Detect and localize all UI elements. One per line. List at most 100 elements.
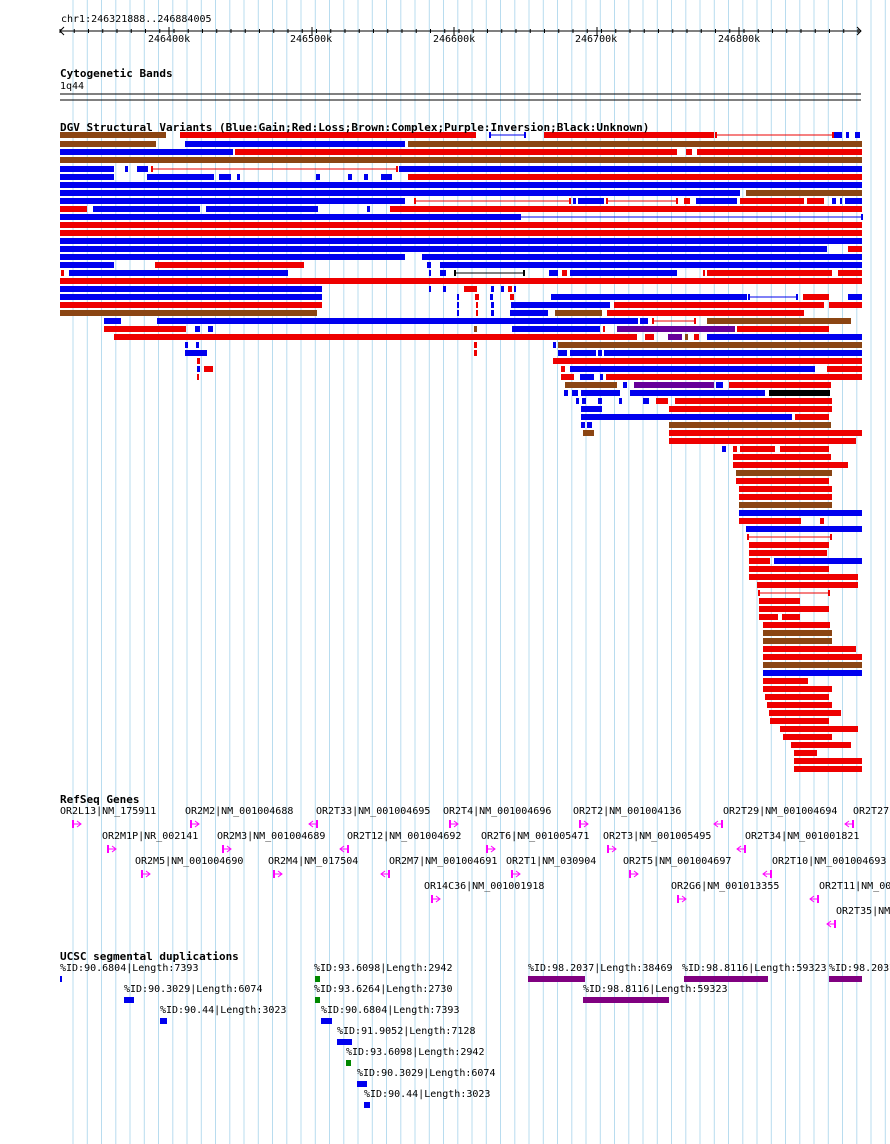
dgv-variant-bar[interactable]	[733, 446, 737, 452]
segdup-bar[interactable]	[346, 1060, 351, 1066]
dgv-variant-bar[interactable]	[607, 310, 804, 316]
segdup-bar[interactable]	[829, 976, 862, 982]
dgv-variant-span[interactable]	[715, 132, 834, 138]
dgv-variant-bar[interactable]	[846, 132, 849, 138]
dgv-variant-bar[interactable]	[838, 270, 862, 276]
segdup-label[interactable]: %ID:90.44|Length:3023	[160, 1005, 287, 1016]
segdup-bar[interactable]	[528, 976, 585, 982]
refseq-gene-mark[interactable]	[107, 845, 117, 853]
dgv-variant-bar[interactable]	[185, 141, 405, 147]
dgv-variant-bar[interactable]	[780, 726, 858, 732]
dgv-variant-bar[interactable]	[137, 166, 148, 172]
dgv-variant-bar[interactable]	[578, 198, 604, 204]
dgv-variant-bar[interactable]	[512, 326, 600, 332]
dgv-variant-bar[interactable]	[155, 262, 304, 268]
dgv-variant-bar[interactable]	[157, 318, 638, 324]
dgv-variant-bar[interactable]	[598, 350, 602, 356]
dgv-variant-bar[interactable]	[476, 310, 478, 316]
dgv-variant-bar[interactable]	[60, 286, 322, 292]
refseq-gene-mark[interactable]	[273, 870, 283, 878]
dgv-variant-bar[interactable]	[464, 286, 477, 292]
refseq-gene-mark[interactable]	[629, 870, 639, 878]
dgv-variant-bar[interactable]	[736, 478, 829, 484]
dgv-variant-bar[interactable]	[544, 132, 714, 138]
refseq-gene-label[interactable]: OR2M4|NM_017504	[268, 856, 359, 867]
segdup-label[interactable]: %ID:90.3029|Length:6074	[124, 984, 263, 995]
dgv-variant-bar[interactable]	[749, 566, 829, 572]
dgv-variant-bar[interactable]	[60, 230, 862, 236]
dgv-variant-bar[interactable]	[769, 710, 841, 716]
refseq-gene-label[interactable]: OR2G6|NM_001013355	[671, 881, 780, 892]
dgv-variant-bar[interactable]	[443, 286, 446, 292]
dgv-variant-bar[interactable]	[763, 654, 862, 660]
segdup-label[interactable]: %ID:90.3029|Length:6074	[357, 1068, 496, 1079]
dgv-variant-bar[interactable]	[716, 382, 723, 388]
dgv-variant-bar[interactable]	[580, 374, 594, 380]
dgv-variant-bar[interactable]	[707, 334, 862, 340]
dgv-variant-bar[interactable]	[185, 342, 188, 348]
dgv-variant-bar[interactable]	[763, 678, 808, 684]
dgv-variant-bar[interactable]	[60, 294, 322, 300]
dgv-variant-span[interactable]	[454, 270, 525, 276]
dgv-variant-bar[interactable]	[600, 374, 603, 380]
dgv-variant-bar[interactable]	[491, 302, 494, 308]
dgv-variant-bar[interactable]	[208, 326, 213, 332]
dgv-variant-bar[interactable]	[675, 398, 832, 404]
dgv-variant-bar[interactable]	[794, 758, 862, 764]
dgv-variant-bar[interactable]	[549, 270, 558, 276]
dgv-variant-bar[interactable]	[733, 454, 831, 460]
dgv-variant-bar[interactable]	[645, 334, 654, 340]
dgv-variant-bar[interactable]	[643, 398, 649, 404]
refseq-gene-label[interactable]: OR2M3|NM_001004689	[217, 831, 326, 842]
refseq-gene-mark[interactable]	[762, 870, 772, 878]
dgv-variant-bar[interactable]	[763, 630, 832, 636]
dgv-variant-bar[interactable]	[694, 334, 699, 340]
segdup-track-title[interactable]: UCSC segmental duplications	[60, 950, 239, 963]
refseq-gene-label[interactable]: OR2T35|NM_	[836, 906, 890, 917]
segdup-label[interactable]: %ID:98.2037	[829, 963, 890, 974]
dgv-variant-bar[interactable]	[558, 350, 567, 356]
dgv-variant-bar[interactable]	[474, 350, 477, 356]
dgv-variant-bar[interactable]	[604, 350, 862, 356]
dgv-variant-bar[interactable]	[399, 166, 862, 172]
dgv-variant-bar[interactable]	[763, 662, 862, 668]
dgv-variant-bar[interactable]	[832, 198, 836, 204]
dgv-variant-bar[interactable]	[429, 286, 431, 292]
dgv-variant-bar[interactable]	[759, 598, 800, 604]
dgv-variant-bar[interactable]	[204, 366, 213, 372]
dgv-variant-bar[interactable]	[739, 518, 801, 524]
segdup-label[interactable]: %ID:98.8116|Length:59323	[682, 963, 827, 974]
dgv-variant-bar[interactable]	[237, 174, 240, 180]
dgv-variant-bar[interactable]	[60, 254, 405, 260]
dgv-variant-bar[interactable]	[630, 390, 765, 396]
dgv-variant-bar[interactable]	[767, 702, 832, 708]
dgv-variant-bar[interactable]	[367, 206, 370, 212]
dgv-variant-bar[interactable]	[739, 486, 832, 492]
segdup-label[interactable]: %ID:93.6098|Length:2942	[346, 1047, 485, 1058]
dgv-variant-bar[interactable]	[561, 374, 574, 380]
dgv-variant-bar[interactable]	[60, 214, 520, 220]
dgv-variant-bar[interactable]	[581, 406, 602, 412]
dgv-variant-bar[interactable]	[60, 198, 405, 204]
dgv-variant-bar[interactable]	[740, 446, 775, 452]
dgv-variant-span[interactable]	[414, 198, 571, 204]
dgv-variant-span[interactable]	[489, 132, 526, 138]
segdup-bar[interactable]	[60, 976, 62, 982]
dgv-variant-bar[interactable]	[614, 302, 824, 308]
segdup-label[interactable]: %ID:90.6804|Length:7393	[321, 1005, 460, 1016]
dgv-variant-bar[interactable]	[848, 294, 862, 300]
dgv-variant-bar[interactable]	[474, 342, 477, 348]
dgv-variant-bar[interactable]	[840, 198, 842, 204]
dgv-variant-bar[interactable]	[729, 382, 831, 388]
dgv-variant-bar[interactable]	[510, 310, 548, 316]
dgv-variant-bar[interactable]	[763, 646, 856, 652]
segdup-label[interactable]: %ID:91.9052|Length:7128	[337, 1026, 476, 1037]
dgv-variant-bar[interactable]	[60, 141, 156, 147]
refseq-gene-mark[interactable]	[449, 820, 459, 828]
dgv-variant-bar[interactable]	[408, 141, 862, 147]
dgv-variant-bar[interactable]	[196, 342, 199, 348]
dgv-variant-bar[interactable]	[827, 366, 862, 372]
dgv-variant-bar[interactable]	[147, 174, 214, 180]
dgv-variant-bar[interactable]	[197, 374, 199, 380]
refseq-gene-label[interactable]: OR2T1|NM_030904	[506, 856, 597, 867]
